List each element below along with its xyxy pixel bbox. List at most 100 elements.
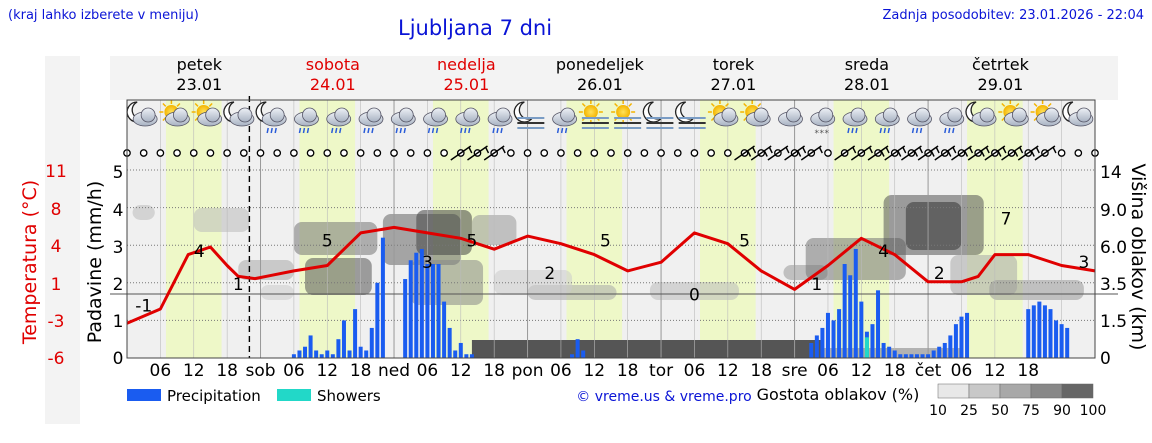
wind-barb-icon <box>867 145 890 161</box>
wind-barb-shaft <box>867 145 889 161</box>
precip-bar <box>575 339 580 358</box>
wind-barb-shaft <box>767 145 789 161</box>
wind-barb-feather <box>801 146 807 154</box>
wind-calm-icon <box>623 149 632 157</box>
rain-drop <box>919 127 923 134</box>
temp-tick: 1 <box>50 275 62 295</box>
rain-drop <box>952 127 955 134</box>
wind-calm-icon <box>557 149 565 157</box>
showers-legend-swatch <box>277 389 311 401</box>
wind-barb-feather <box>818 146 823 154</box>
cloud-density-area <box>193 208 250 232</box>
wind-barb-feather <box>930 150 935 157</box>
rain-drop <box>266 127 269 134</box>
wind-barb-feather <box>897 150 902 157</box>
precip-bar <box>859 301 864 358</box>
x-tick: 12 <box>851 361 873 381</box>
moon-shape <box>513 101 533 123</box>
day-name: sreda <box>845 55 889 74</box>
wind-calm-icon <box>290 149 298 157</box>
x-tick: 18 <box>884 361 906 381</box>
wind-calm-icon <box>156 149 165 157</box>
wind-barb-shaft <box>834 145 856 161</box>
rain-drop <box>464 127 467 134</box>
precip-bar <box>1065 327 1070 358</box>
temperature-label: 2 <box>934 264 945 284</box>
precip-bar <box>1054 320 1059 358</box>
rain-drop <box>460 127 463 134</box>
wind-barb-feather <box>1002 146 1007 154</box>
precip-bar <box>881 342 886 358</box>
wind-barb-icon <box>951 145 974 161</box>
sun-cloud-icon <box>707 100 739 127</box>
wind-barb-feather <box>918 146 924 154</box>
wind-barb-feather <box>796 150 802 157</box>
sun-ray <box>743 102 748 107</box>
x-tick: 06 <box>550 361 572 381</box>
wind-barb-feather <box>963 150 969 157</box>
wind-calm-icon <box>640 149 649 157</box>
precip-bar <box>581 350 586 358</box>
temperature-label: 3 <box>1078 253 1089 273</box>
rain-drop <box>431 127 435 134</box>
precip-bar <box>369 327 374 358</box>
precip-bar <box>364 350 369 358</box>
precip-bar <box>842 264 847 358</box>
sun-disc <box>583 105 598 119</box>
moon-cloud-rain-icon <box>255 101 287 134</box>
wind-barb-feather <box>1013 150 1019 157</box>
x-tick: 12 <box>717 361 739 381</box>
wind-barb-feather <box>1018 146 1024 154</box>
temperature-label: 1 <box>233 275 244 295</box>
x-tick: 18 <box>617 361 639 381</box>
sun-ray <box>628 102 633 107</box>
precip-bar <box>1026 309 1031 358</box>
wind-calm-icon <box>306 149 315 157</box>
wind-barb-icon <box>800 145 823 161</box>
precip-bar <box>853 248 858 358</box>
cloud-snow-icon: * * * <box>810 107 836 139</box>
wind-barb-icon <box>1034 145 1057 161</box>
wind-barb-feather <box>501 146 506 154</box>
precip-bar <box>1042 305 1047 358</box>
rain-drop <box>855 127 858 134</box>
wind-barb-shaft <box>884 145 906 161</box>
rain-drop <box>851 127 854 134</box>
precip-bar <box>358 346 363 358</box>
x-tick: 06 <box>150 361 172 381</box>
wind-calm-icon <box>189 149 198 157</box>
wind-barb-shaft <box>734 145 755 161</box>
wind-barb-shaft <box>750 145 772 161</box>
cloud-rain-icon <box>294 107 319 134</box>
precip-tick: 3 <box>113 238 124 258</box>
rain-drop <box>338 127 342 134</box>
wind-barb-icon <box>984 145 1007 161</box>
x-tick: ned <box>378 361 410 381</box>
wind-barb-icon <box>901 145 924 161</box>
wind-calm-icon <box>673 149 682 157</box>
precip-bar <box>870 324 875 358</box>
wind-barb-shaft <box>467 145 488 161</box>
temperature-label: 5 <box>322 231 333 251</box>
precip-bar <box>380 237 385 358</box>
wind-calm-icon <box>373 149 382 157</box>
sun-ray <box>710 102 715 107</box>
cloud-rain-icon <box>487 107 513 134</box>
last-updated: Zadnja posodobitev: 23.01.2026 - 22:04 <box>882 8 1144 23</box>
precip-bar <box>1031 305 1036 358</box>
rain-drop <box>435 127 439 134</box>
cloud-height-tick: 6.0 <box>1100 238 1127 258</box>
plot-frame <box>126 99 1096 359</box>
sun-ray <box>595 102 600 107</box>
precip-bar <box>887 346 892 358</box>
wind-barb-icon <box>934 145 957 161</box>
x-tick: sob <box>245 361 275 381</box>
rain-drop <box>496 127 499 134</box>
wind-barb-shaft <box>967 145 989 161</box>
wind-barb-feather <box>763 150 768 157</box>
precip-bar <box>965 312 970 358</box>
wind-calm-icon <box>223 149 231 157</box>
cloud-shape <box>979 107 995 123</box>
precip-bar <box>319 354 324 358</box>
